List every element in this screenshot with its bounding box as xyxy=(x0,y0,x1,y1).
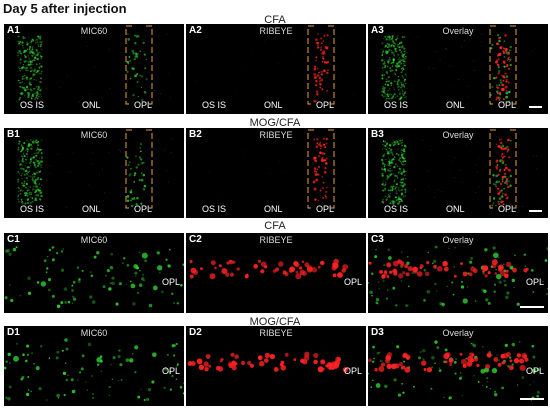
micrograph-image xyxy=(368,340,540,401)
micrograph-image xyxy=(189,258,349,280)
panel-a2: A2 RIBEYE OS IS ONL OPL xyxy=(186,24,366,114)
panel-id: D1 xyxy=(7,327,20,338)
layer-label-opl: OPL xyxy=(134,100,153,110)
channel-label: MIC60 xyxy=(80,26,108,36)
layer-label-opl: OPL xyxy=(498,204,517,214)
layer-label-onl: ONL xyxy=(264,204,283,214)
layer-label-opl: OPL xyxy=(344,277,363,287)
layer-label-opl: OPL xyxy=(316,100,335,110)
channel-label: MIC60 xyxy=(80,235,108,245)
panel-b1: B1 MIC60 OS IS ONL OPL xyxy=(4,128,184,218)
panel-id: B3 xyxy=(371,129,384,140)
scale-bar xyxy=(529,210,542,212)
panel-b3: B3 Overlay OS IS ONL OPL xyxy=(368,128,548,218)
channel-label: MIC60 xyxy=(80,328,108,338)
micrograph-image xyxy=(195,25,355,105)
panel-id: A1 xyxy=(7,25,20,36)
layer-label-os-is: OS IS xyxy=(202,100,227,110)
micrograph-image xyxy=(187,351,348,373)
panel-b2: B2 RIBEYE OS IS ONL OPL xyxy=(186,128,366,218)
magnified-region-box xyxy=(489,25,517,105)
channel-label: RIBEYE xyxy=(259,328,293,338)
panel-a3: A3 Overlay OS IS ONL OPL xyxy=(368,24,548,114)
layer-label-opl: OPL xyxy=(526,366,545,376)
panel-c2: C2 RIBEYE OPL xyxy=(186,233,366,313)
panel-c1: C1 MIC60 OPL xyxy=(4,233,184,313)
scale-bar xyxy=(529,106,542,108)
group-label-cfa-low: CFA xyxy=(264,14,286,26)
micrograph-image xyxy=(17,129,173,209)
layer-label-os-is: OS IS xyxy=(20,100,45,110)
panel-d3: D3 Overlay OPL xyxy=(368,326,548,406)
layer-label-os-is: OS IS xyxy=(20,204,45,214)
panel-a1: A1 MIC60 OS IS ONL OPL xyxy=(4,24,184,114)
micrograph-image xyxy=(4,245,184,309)
layer-label-opl: OPL xyxy=(344,366,363,376)
panel-id: B2 xyxy=(189,129,202,140)
channel-label: MIC60 xyxy=(80,130,108,140)
layer-label-onl: ONL xyxy=(82,204,101,214)
panel-c3: C3 Overlay OPL xyxy=(368,233,548,313)
magnified-region-box xyxy=(489,129,517,209)
layer-label-opl: OPL xyxy=(316,204,335,214)
channel-label: RIBEYE xyxy=(259,235,293,245)
panel-id: A3 xyxy=(371,25,384,36)
channel-label: RIBEYE xyxy=(259,26,293,36)
layer-label-os-is: OS IS xyxy=(384,100,409,110)
channel-label: Overlay xyxy=(442,26,474,36)
layer-label-onl: ONL xyxy=(446,204,465,214)
panel-id: D3 xyxy=(371,327,384,338)
channel-label: Overlay xyxy=(442,130,474,140)
panel-d1: D1 MIC60 OPL xyxy=(4,326,184,406)
micrograph-image xyxy=(191,129,351,209)
layer-label-onl: ONL xyxy=(264,100,283,110)
micrograph-image xyxy=(378,129,542,209)
layer-label-opl: OPL xyxy=(498,100,517,110)
magnified-region-box xyxy=(125,25,153,105)
layer-label-opl: OPL xyxy=(162,366,181,376)
panel-id: D2 xyxy=(189,327,202,338)
micrograph-image xyxy=(373,25,537,105)
group-label-mog-low: MOG/CFA xyxy=(249,117,301,129)
channel-label: Overlay xyxy=(442,235,474,245)
layer-label-onl: ONL xyxy=(82,100,101,110)
layer-label-os-is: OS IS xyxy=(202,204,227,214)
panel-id: C1 xyxy=(7,234,20,245)
layer-label-opl: OPL xyxy=(162,277,181,287)
scale-bar xyxy=(520,306,544,308)
panel-id: B1 xyxy=(7,129,20,140)
group-label-mog-high: MOG/CFA xyxy=(249,316,301,328)
magnified-region-box xyxy=(125,129,153,209)
channel-label: Overlay xyxy=(442,328,474,338)
panel-d2: D2 RIBEYE OPL xyxy=(186,326,366,406)
panel-id: A2 xyxy=(189,25,202,36)
layer-label-os-is: OS IS xyxy=(384,204,409,214)
magnified-region-box xyxy=(307,25,335,105)
micrograph-image xyxy=(4,338,184,402)
magnified-region-box xyxy=(307,129,335,209)
panel-id: C2 xyxy=(189,234,202,245)
layer-label-opl: OPL xyxy=(134,204,153,214)
micrograph-image xyxy=(368,245,548,307)
layer-label-onl: ONL xyxy=(446,100,465,110)
scale-bar xyxy=(520,398,544,400)
group-label-cfa-high: CFA xyxy=(264,220,286,232)
panel-id: C3 xyxy=(371,234,384,245)
figure-title: Day 5 after injection xyxy=(3,1,127,16)
channel-label: RIBEYE xyxy=(259,130,293,140)
micrograph-image xyxy=(17,25,171,105)
layer-label-opl: OPL xyxy=(526,277,545,287)
